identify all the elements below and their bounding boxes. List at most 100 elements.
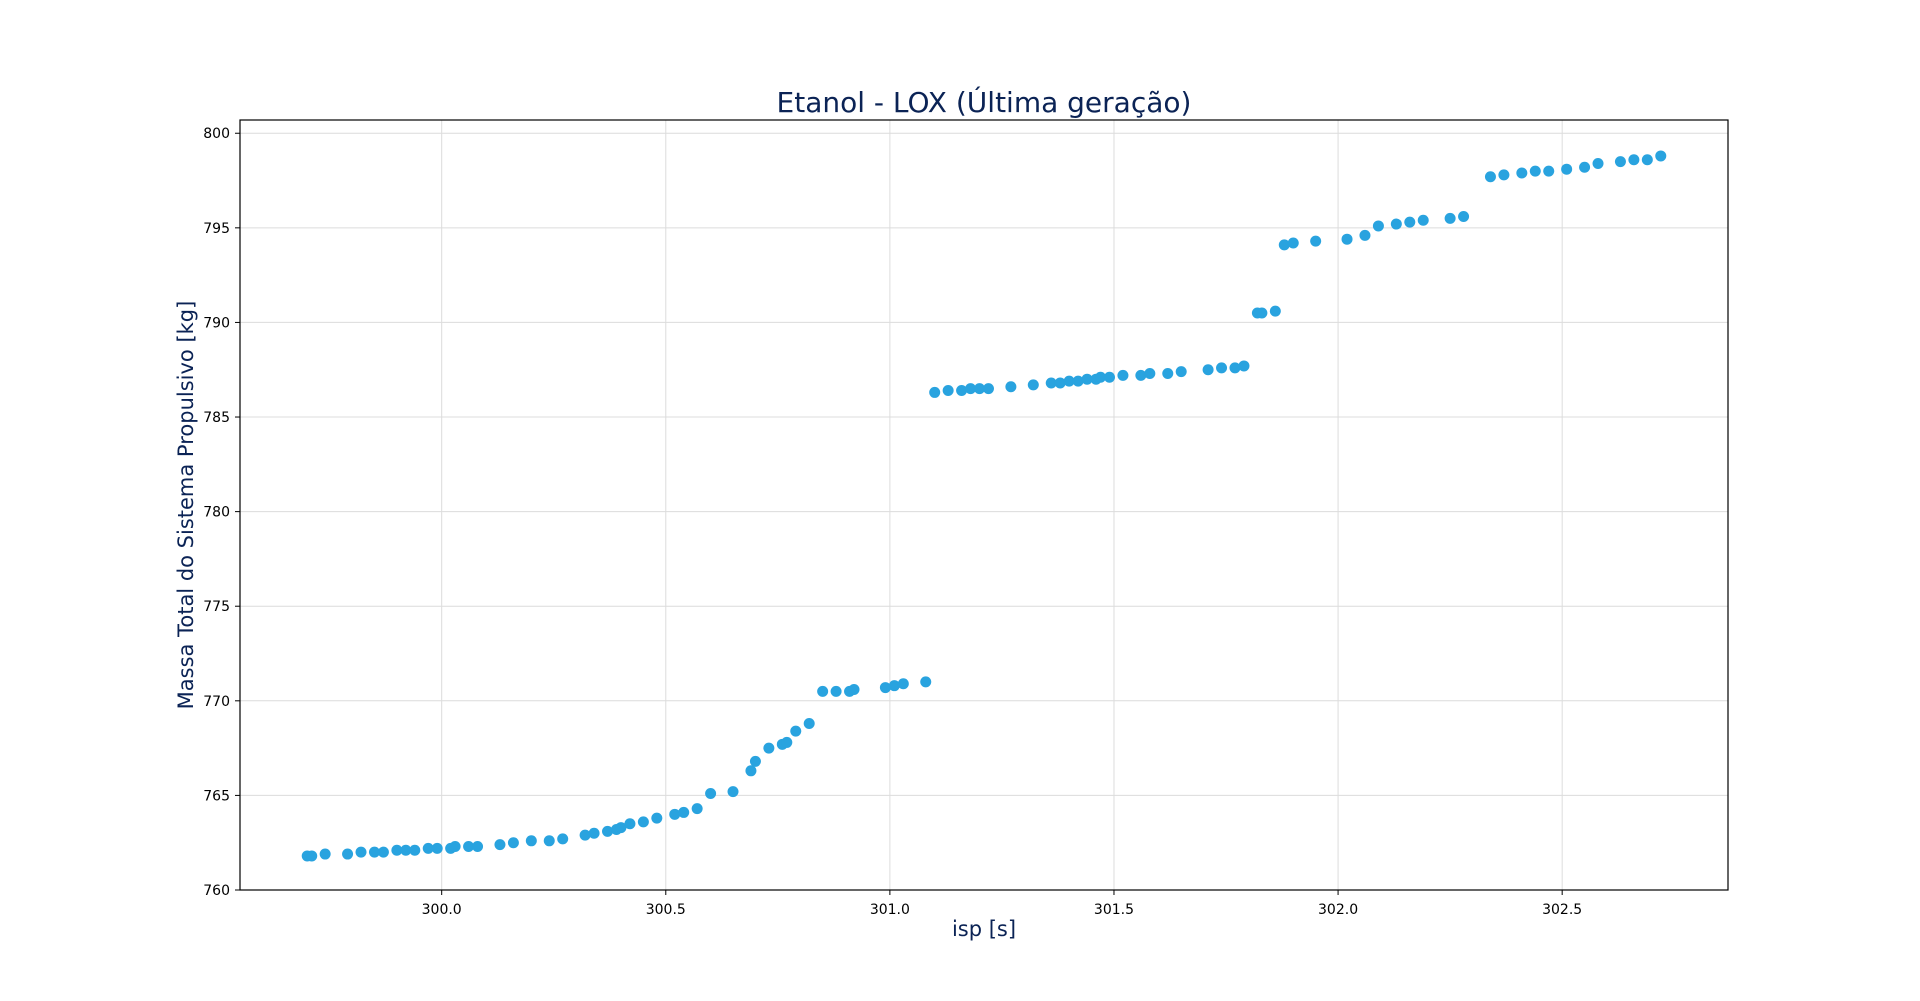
data-point: [803, 718, 815, 730]
data-point: [422, 842, 434, 854]
data-point: [1027, 379, 1039, 391]
data-point: [1175, 366, 1187, 378]
data-point: [409, 844, 421, 856]
data-point: [749, 755, 761, 767]
data-point: [1216, 362, 1228, 374]
data-point: [1103, 371, 1115, 383]
y-tick-label: 770: [203, 694, 230, 710]
data-point: [1202, 364, 1214, 376]
data-point: [431, 842, 443, 854]
data-point: [1081, 373, 1093, 385]
data-point: [1256, 307, 1268, 319]
data-point: [929, 386, 941, 398]
data-point: [1005, 381, 1017, 393]
data-point: [705, 788, 717, 800]
data-points: [301, 150, 1667, 862]
chart-title: Etanol - LOX (Última geração): [777, 85, 1192, 119]
data-point: [377, 846, 389, 858]
data-point: [1095, 371, 1107, 383]
data-point: [817, 685, 829, 697]
grid-layer: [240, 120, 1728, 891]
data-point: [1592, 158, 1604, 170]
x-tick-label: 300.5: [646, 902, 686, 918]
data-point: [306, 850, 318, 862]
data-point: [727, 786, 739, 798]
data-point: [1561, 163, 1573, 175]
x-tick-label: 301.0: [870, 902, 910, 918]
data-point: [982, 383, 994, 395]
data-point: [1404, 216, 1416, 228]
data-point: [651, 812, 663, 824]
data-point: [602, 825, 614, 837]
data-point: [449, 840, 461, 852]
y-tick-label: 800: [203, 126, 230, 142]
data-point: [1655, 150, 1667, 162]
data-point: [1614, 156, 1626, 168]
y-tick-label: 790: [203, 315, 230, 331]
data-point: [678, 806, 690, 818]
data-point: [1543, 165, 1555, 177]
data-point: [879, 682, 891, 694]
data-point: [391, 844, 403, 856]
data-point: [624, 818, 636, 830]
data-point: [1417, 214, 1429, 226]
data-point: [974, 383, 986, 395]
data-point: [1444, 212, 1456, 224]
data-point: [920, 676, 932, 688]
data-point: [745, 765, 757, 777]
x-tick-label: 300.0: [422, 902, 462, 918]
data-point: [1516, 167, 1528, 179]
data-point: [669, 808, 681, 820]
data-point: [1278, 239, 1290, 251]
y-tick-label: 785: [203, 410, 230, 426]
data-point: [1372, 220, 1384, 232]
y-axis-label: Massa Total do Sistema Propulsivo [kg]: [174, 301, 198, 710]
data-point: [342, 848, 354, 860]
data-point: [830, 685, 842, 697]
data-point: [579, 829, 591, 841]
data-point: [1341, 233, 1353, 245]
data-point: [463, 840, 475, 852]
data-point: [588, 827, 600, 839]
data-point: [1579, 161, 1591, 173]
data-point: [888, 680, 900, 692]
data-point: [1390, 218, 1402, 230]
y-tick-label: 780: [203, 505, 230, 521]
data-point: [1641, 154, 1653, 166]
data-point: [1238, 360, 1250, 372]
data-point: [1287, 237, 1299, 249]
data-point: [763, 742, 775, 754]
y-tick-label: 760: [203, 883, 230, 899]
x-axis-label: isp [s]: [952, 917, 1016, 941]
data-point: [1117, 369, 1129, 381]
data-point: [400, 844, 412, 856]
data-point: [557, 833, 569, 845]
data-point: [507, 837, 519, 849]
data-point: [1529, 165, 1541, 177]
x-tick-label: 301.5: [1094, 902, 1134, 918]
data-point: [1269, 305, 1281, 317]
data-point: [848, 683, 860, 695]
data-point: [691, 803, 703, 815]
data-point: [472, 840, 484, 852]
data-point: [1054, 377, 1066, 389]
axis-ticks: 300.0 300.5 301.0 301.5 302.0 302.5 760 765 770 7…: [203, 126, 1582, 918]
data-point: [615, 822, 627, 834]
data-point: [1045, 377, 1057, 389]
data-point: [543, 835, 555, 847]
data-point: [368, 846, 380, 858]
data-point: [1359, 229, 1371, 241]
data-point: [637, 816, 649, 828]
data-point: [1628, 154, 1640, 166]
data-point: [319, 848, 331, 860]
y-tick-label: 775: [203, 599, 230, 615]
data-point: [956, 385, 968, 397]
data-point: [525, 835, 537, 847]
data-point: [1498, 169, 1510, 181]
y-tick-label: 765: [203, 788, 230, 804]
data-point: [494, 839, 506, 851]
data-point: [942, 385, 954, 397]
data-point: [1229, 362, 1241, 374]
data-point: [1144, 368, 1156, 380]
